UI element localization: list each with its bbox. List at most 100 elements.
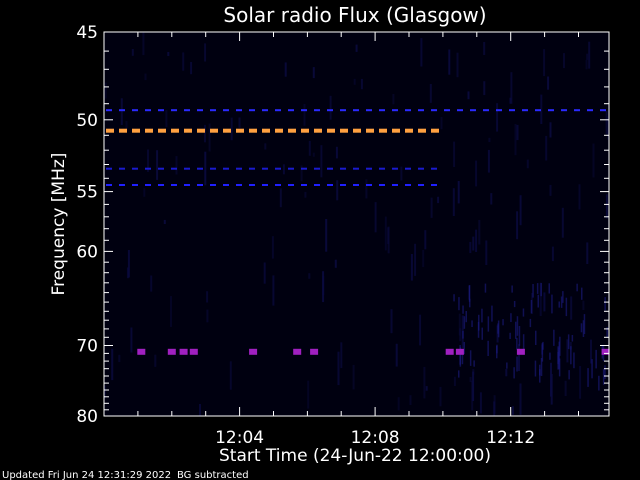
noise-streak xyxy=(204,151,207,186)
striation xyxy=(591,359,593,379)
freq-dash xyxy=(418,109,424,112)
noise-streak xyxy=(131,49,134,56)
freq-dash xyxy=(353,167,359,170)
striation xyxy=(518,326,521,346)
freq-dash xyxy=(392,184,398,186)
freq-dash xyxy=(145,184,151,186)
freq-dash xyxy=(379,184,385,186)
freq-dash xyxy=(587,109,593,112)
striation xyxy=(516,337,518,350)
freq-dash xyxy=(301,184,307,186)
noise-streak xyxy=(390,309,393,334)
noise-streak xyxy=(263,262,266,284)
noise-streak xyxy=(586,53,589,60)
noise-streak xyxy=(384,216,387,251)
freq-dash xyxy=(275,167,281,170)
freq-dash xyxy=(431,128,439,133)
noise-streak xyxy=(478,219,481,245)
freq-dash xyxy=(210,109,216,112)
striation xyxy=(509,332,511,339)
freq-dash xyxy=(223,184,229,186)
freq-dash xyxy=(288,167,294,170)
noise-streak xyxy=(120,98,123,125)
striation xyxy=(463,342,465,355)
freq-dash xyxy=(405,184,411,186)
emission-spot xyxy=(293,348,302,355)
emission-spot xyxy=(310,348,319,355)
striation xyxy=(540,358,543,376)
freq-dash xyxy=(340,184,346,186)
noise-streak xyxy=(312,152,315,157)
noise-streak xyxy=(423,366,426,399)
noise-streak xyxy=(355,44,358,52)
freq-dash xyxy=(418,184,424,186)
striation xyxy=(458,370,460,378)
noise-streak xyxy=(453,141,456,167)
noise-streak xyxy=(142,32,145,56)
noise-streak xyxy=(540,94,543,124)
noise-streak xyxy=(493,401,496,416)
noise-streak xyxy=(303,104,306,126)
spectral-features xyxy=(106,109,610,355)
freq-dash xyxy=(119,128,127,133)
noise-streak xyxy=(563,53,565,69)
freq-dash xyxy=(171,167,177,170)
striation xyxy=(516,356,518,372)
striation xyxy=(548,283,550,294)
freq-dash xyxy=(119,109,125,112)
noise-streak xyxy=(397,397,400,411)
freq-dash xyxy=(223,167,229,170)
striation xyxy=(568,370,570,380)
noise-streak xyxy=(586,242,589,264)
striation xyxy=(459,345,461,365)
freq-dash xyxy=(197,109,203,112)
freq-dash xyxy=(483,109,489,112)
freq-dash xyxy=(431,184,437,186)
striation xyxy=(497,323,499,334)
freq-dash xyxy=(509,109,515,112)
freq-dash xyxy=(210,167,216,170)
striation xyxy=(537,294,539,308)
chart-title: Solar radio Flux (Glasgow) xyxy=(223,3,486,27)
striation xyxy=(491,305,493,322)
y-tick-label: 55 xyxy=(76,183,98,203)
noise-streak xyxy=(130,327,133,353)
striation xyxy=(570,346,572,365)
freq-dash xyxy=(275,128,283,133)
noise-streak xyxy=(111,348,114,381)
noise-streak xyxy=(511,406,514,415)
striation xyxy=(580,323,583,333)
noise-streak xyxy=(496,325,499,343)
noise-streak xyxy=(374,202,377,233)
striation xyxy=(557,351,559,370)
freq-dash xyxy=(106,167,112,170)
freq-dash xyxy=(106,128,114,133)
noise-streak xyxy=(271,236,274,259)
noise-streak xyxy=(104,82,107,99)
noise-streak xyxy=(549,184,552,196)
y-tick-label: 50 xyxy=(76,111,98,131)
noise-streak xyxy=(272,275,275,306)
striation xyxy=(506,362,508,369)
noise-streak xyxy=(453,376,456,386)
background-noise xyxy=(104,32,610,416)
noise-streak xyxy=(516,124,519,141)
freq-dash xyxy=(301,128,309,133)
freq-dash xyxy=(158,109,164,112)
noise-streak xyxy=(519,195,522,226)
noise-streak xyxy=(147,149,149,172)
emission-spot xyxy=(189,348,198,355)
noise-streak xyxy=(516,211,519,240)
noise-streak xyxy=(300,165,303,182)
freq-dash xyxy=(548,109,554,112)
noise-streak xyxy=(518,344,520,371)
striation xyxy=(558,301,560,308)
noise-streak xyxy=(282,164,285,175)
striation xyxy=(551,294,553,314)
noise-streak xyxy=(125,121,128,131)
noise-streak xyxy=(549,122,552,138)
freq-dash xyxy=(379,128,387,133)
footer-note: BG subtracted xyxy=(177,470,249,480)
striation xyxy=(536,283,539,294)
freq-dash xyxy=(184,128,192,133)
